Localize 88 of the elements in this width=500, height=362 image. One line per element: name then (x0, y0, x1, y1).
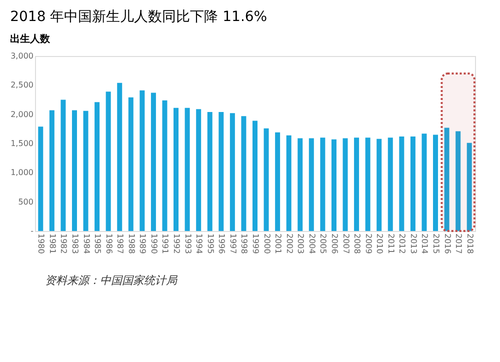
bar (196, 109, 202, 231)
x-tick-label: 2012 (398, 234, 407, 254)
x-tick-label: 2010 (375, 234, 384, 254)
x-tick-label: 1995 (206, 234, 215, 254)
x-tick-label: 1991 (160, 234, 170, 254)
x-tick-label: 1987 (116, 234, 125, 254)
x-tick-label: 2009 (364, 234, 373, 254)
x-tick-label: 2006 (330, 234, 339, 254)
y-tick-label: 2,000 (10, 110, 34, 119)
bar (331, 139, 336, 231)
x-tick-label: 2011 (386, 234, 396, 254)
x-tick-label: 2017 (454, 234, 464, 254)
y-tick-label: 2,500 (10, 80, 34, 90)
x-tick-label: 1989 (138, 234, 148, 254)
bar (286, 135, 292, 231)
bar (264, 128, 269, 231)
x-tick-label: 1992 (172, 234, 182, 254)
bar (433, 134, 438, 231)
x-tick-label: 1984 (82, 234, 91, 254)
bar (388, 138, 393, 231)
bar (399, 136, 404, 231)
bar (184, 108, 190, 231)
y-tick-label: 3,000 (10, 52, 34, 60)
x-tick-label: 1983 (70, 234, 80, 254)
bar (456, 131, 461, 231)
bar (241, 116, 246, 231)
bar (60, 100, 66, 231)
bar (128, 97, 134, 231)
chart-subtitle: 出生人数 (10, 33, 52, 45)
x-tick-label: 1996 (217, 234, 226, 254)
x-tick-label: 2013 (408, 234, 418, 254)
x-tick-label: 1999 (251, 234, 260, 254)
x-tick-label: 2014 (420, 234, 430, 254)
y-tick-label: 1,000 (10, 168, 34, 178)
bar (207, 112, 212, 231)
x-tick-label: 2001 (274, 234, 283, 254)
bar (376, 138, 382, 231)
x-tick-label: 2015 (432, 234, 441, 254)
text: 资料来源：中国国家统计局 (45, 274, 178, 287)
bar (252, 120, 258, 231)
bar (308, 138, 314, 231)
bar (410, 136, 416, 231)
x-tick-label: 1994 (194, 234, 204, 254)
bar (466, 142, 472, 231)
bar (174, 108, 179, 231)
bar (72, 110, 77, 231)
bar (342, 138, 348, 231)
bar (275, 132, 280, 231)
x-tick-label: 1993 (183, 234, 192, 254)
x-tick-label: 2004 (307, 234, 316, 254)
x-tick-label: 1985 (93, 234, 102, 254)
x-tick-label: 1990 (149, 234, 158, 254)
x-tick-label: 1997 (228, 234, 238, 254)
bar (422, 134, 427, 231)
x-tick-label: 1986 (104, 234, 114, 254)
bar (117, 82, 122, 231)
bar (444, 128, 450, 231)
bar (298, 138, 303, 231)
x-tick-label: 2007 (341, 234, 350, 254)
bar (38, 126, 44, 231)
x-tick-label: 1982 (59, 234, 68, 254)
x-tick-label: 2005 (318, 234, 328, 254)
x-tick-label: 2016 (442, 234, 452, 254)
chart-title: 2018 年中国新生儿人数同比下降 11.6% (10, 9, 268, 25)
x-tick-label: 2018 (465, 234, 474, 254)
y-tick-label: 500 (18, 197, 34, 206)
bar (106, 92, 111, 231)
y-tick-label: 1,500 (10, 139, 34, 148)
bar (140, 90, 145, 231)
bar (150, 92, 156, 231)
x-tick-label: 2000 (262, 234, 272, 254)
bar (94, 102, 100, 231)
x-tick-label: 1981 (48, 234, 57, 254)
x-tick-label: 1980 (36, 234, 46, 254)
bar (320, 138, 326, 231)
x-tick-label: 2008 (352, 234, 362, 254)
bar (218, 112, 224, 231)
bar (354, 138, 360, 231)
bar (83, 110, 88, 231)
x-tick-label: 1988 (126, 234, 136, 254)
bar (49, 110, 54, 231)
bar (162, 100, 168, 231)
x-tick-label: 1998 (240, 234, 249, 254)
bar (365, 138, 370, 231)
x-tick-label: 2002 (284, 234, 294, 254)
y-tick-label: - (30, 226, 34, 236)
bar (230, 113, 235, 231)
x-tick-label: 2003 (296, 234, 306, 254)
